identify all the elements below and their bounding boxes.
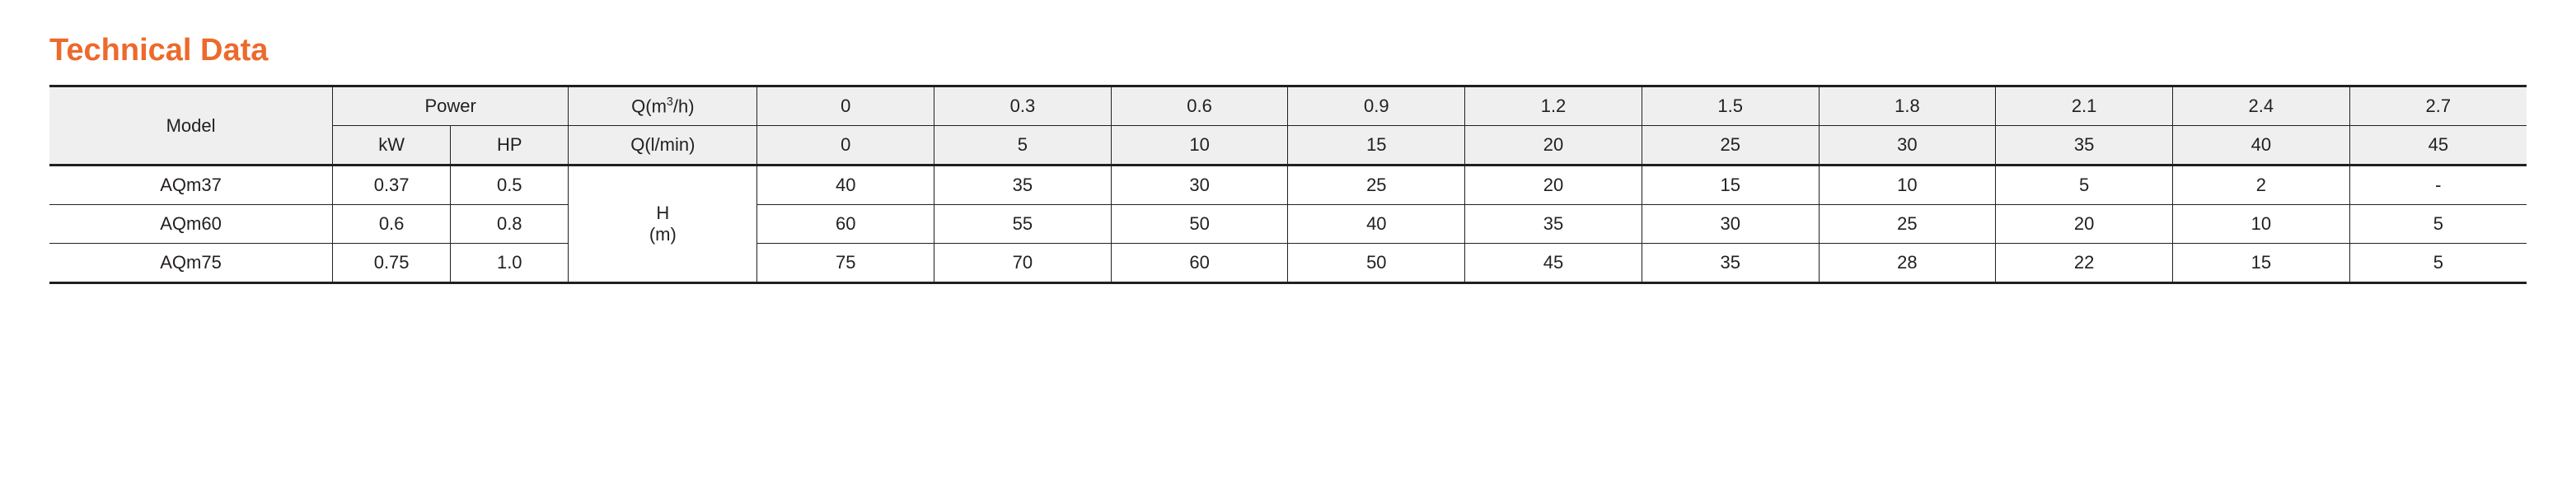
cell-val: 40 bbox=[757, 166, 934, 205]
cell-val: 25 bbox=[1819, 205, 1996, 244]
q-m3h-1: 0.3 bbox=[934, 86, 1112, 126]
q-lmin-5: 25 bbox=[1642, 126, 1819, 166]
h-line2: (m) bbox=[649, 224, 677, 245]
cell-val: 35 bbox=[1465, 205, 1642, 244]
col-model: Model bbox=[49, 86, 333, 166]
q-lmin-7: 35 bbox=[1996, 126, 2173, 166]
cell-val: 5 bbox=[1996, 166, 2173, 205]
cell-val: 30 bbox=[1642, 205, 1819, 244]
cell-val: 28 bbox=[1819, 244, 1996, 283]
q-lmin-6: 30 bbox=[1819, 126, 1996, 166]
q-lmin-9: 45 bbox=[2349, 126, 2527, 166]
header-row-1: Model Power Q(m3/h) 0 0.3 0.6 0.9 1.2 1.… bbox=[49, 86, 2527, 126]
q-m3h-5: 1.5 bbox=[1642, 86, 1819, 126]
q-lmin-0: 0 bbox=[757, 126, 934, 166]
cell-val: - bbox=[2349, 166, 2527, 205]
cell-hp: 0.8 bbox=[451, 205, 569, 244]
cell-val: 35 bbox=[1642, 244, 1819, 283]
cell-val: 55 bbox=[934, 205, 1112, 244]
cell-val: 10 bbox=[2172, 205, 2349, 244]
cell-val: 20 bbox=[1465, 166, 1642, 205]
cell-kw: 0.37 bbox=[333, 166, 451, 205]
cell-val: 70 bbox=[934, 244, 1112, 283]
q-m3h-8: 2.4 bbox=[2172, 86, 2349, 126]
section-title: Technical Data bbox=[49, 33, 2527, 68]
q-m3h-9: 2.7 bbox=[2349, 86, 2527, 126]
cell-kw: 0.6 bbox=[333, 205, 451, 244]
cell-val: 15 bbox=[2172, 244, 2349, 283]
table-row: AQm60 0.6 0.8 60 55 50 40 35 30 25 20 10… bbox=[49, 205, 2527, 244]
q-m3h-0: 0 bbox=[757, 86, 934, 126]
col-kw: kW bbox=[333, 126, 451, 166]
cell-val: 22 bbox=[1996, 244, 2173, 283]
q-m3h-2: 0.6 bbox=[1111, 86, 1288, 126]
q-m3h-4: 1.2 bbox=[1465, 86, 1642, 126]
cell-model: AQm60 bbox=[49, 205, 333, 244]
q-m3h-6: 1.8 bbox=[1819, 86, 1996, 126]
cell-val: 5 bbox=[2349, 244, 2527, 283]
cell-val: 2 bbox=[2172, 166, 2349, 205]
cell-model: AQm37 bbox=[49, 166, 333, 205]
cell-kw: 0.75 bbox=[333, 244, 451, 283]
q-lmin-8: 40 bbox=[2172, 126, 2349, 166]
q-m3h-prefix: Q(m bbox=[631, 96, 667, 116]
col-hp: HP bbox=[451, 126, 569, 166]
table-row: AQm75 0.75 1.0 75 70 60 50 45 35 28 22 1… bbox=[49, 244, 2527, 283]
cell-h-m: H (m) bbox=[569, 166, 757, 283]
cell-val: 50 bbox=[1111, 205, 1288, 244]
cell-hp: 1.0 bbox=[451, 244, 569, 283]
col-power: Power bbox=[333, 86, 569, 126]
cell-val: 35 bbox=[934, 166, 1112, 205]
cell-model: AQm75 bbox=[49, 244, 333, 283]
cell-val: 25 bbox=[1288, 166, 1465, 205]
cell-val: 40 bbox=[1288, 205, 1465, 244]
q-lmin-4: 20 bbox=[1465, 126, 1642, 166]
q-m3h-3: 0.9 bbox=[1288, 86, 1465, 126]
q-lmin-3: 15 bbox=[1288, 126, 1465, 166]
cell-val: 75 bbox=[757, 244, 934, 283]
cell-val: 60 bbox=[757, 205, 934, 244]
header-row-2: kW HP Q(l/min) 0 5 10 15 20 25 30 35 40 … bbox=[49, 126, 2527, 166]
col-q-m3h: Q(m3/h) bbox=[569, 86, 757, 126]
q-lmin-1: 5 bbox=[934, 126, 1112, 166]
col-q-lmin: Q(l/min) bbox=[569, 126, 757, 166]
cell-val: 60 bbox=[1111, 244, 1288, 283]
cell-val: 50 bbox=[1288, 244, 1465, 283]
cell-val: 20 bbox=[1996, 205, 2173, 244]
q-m3h-7: 2.1 bbox=[1996, 86, 2173, 126]
q-m3h-sup: 3 bbox=[667, 96, 673, 109]
table-row: AQm37 0.37 0.5 H (m) 40 35 30 25 20 15 1… bbox=[49, 166, 2527, 205]
cell-val: 5 bbox=[2349, 205, 2527, 244]
cell-val: 10 bbox=[1819, 166, 1996, 205]
q-lmin-2: 10 bbox=[1111, 126, 1288, 166]
q-m3h-suffix: /h) bbox=[673, 96, 695, 116]
cell-val: 30 bbox=[1111, 166, 1288, 205]
cell-hp: 0.5 bbox=[451, 166, 569, 205]
technical-data-table: Model Power Q(m3/h) 0 0.3 0.6 0.9 1.2 1.… bbox=[49, 85, 2527, 284]
h-line1: H bbox=[656, 203, 669, 223]
cell-val: 45 bbox=[1465, 244, 1642, 283]
cell-val: 15 bbox=[1642, 166, 1819, 205]
